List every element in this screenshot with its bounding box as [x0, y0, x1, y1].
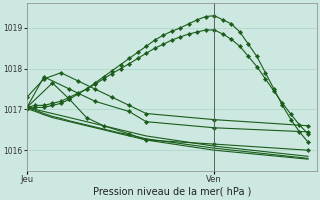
X-axis label: Pression niveau de la mer( hPa ): Pression niveau de la mer( hPa )	[92, 187, 251, 197]
